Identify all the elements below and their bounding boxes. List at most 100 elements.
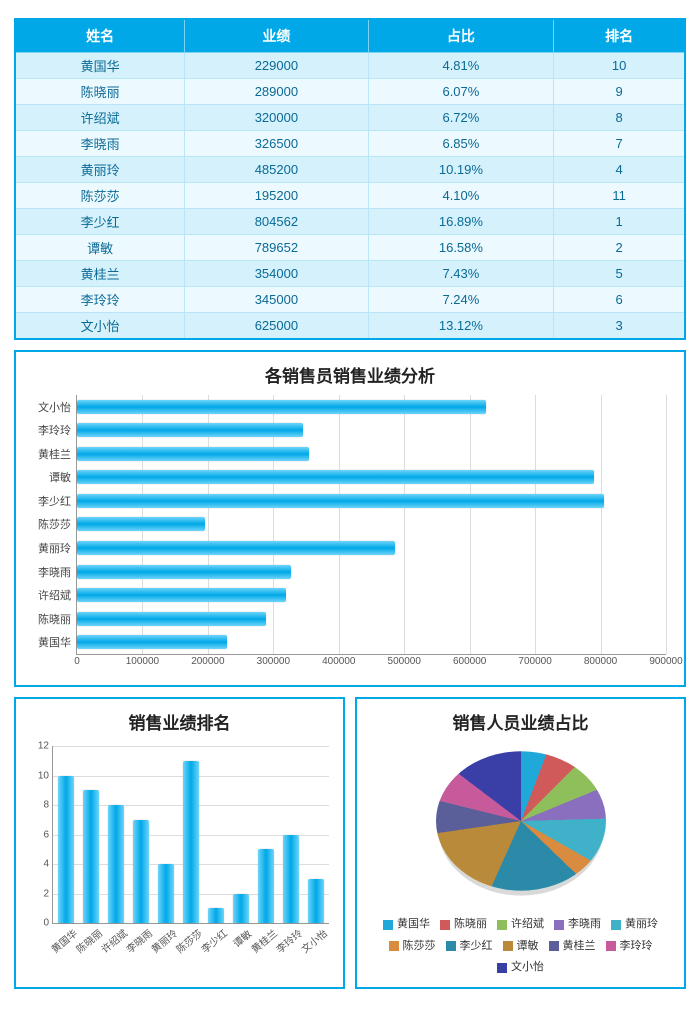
hbar-x-tick: 600000 [453, 654, 486, 667]
cell-pct: 6.07% [368, 79, 554, 105]
hbar-bar [77, 635, 227, 649]
pie-chart [436, 751, 606, 890]
cell-rank: 2 [554, 235, 685, 261]
vbar-bar [258, 849, 274, 923]
hbar-row: 陈莎莎 [77, 513, 666, 537]
hbar-x-tick: 0 [74, 654, 80, 667]
cell-rank: 7 [554, 131, 685, 157]
hbar-category-label: 李少红 [38, 493, 77, 509]
cell-name: 陈莎莎 [15, 183, 185, 209]
table-row: 李少红80456216.89%1 [15, 209, 685, 235]
cell-name: 许绍斌 [15, 105, 185, 131]
cell-pct: 6.72% [368, 105, 554, 131]
cell-rank: 8 [554, 105, 685, 131]
cell-pct: 10.19% [368, 157, 554, 183]
hbar-row: 黄国华 [77, 630, 666, 654]
table-row: 陈晓丽2890006.07%9 [15, 79, 685, 105]
cell-value: 485200 [185, 157, 368, 183]
table-row: 黄丽玲48520010.19%4 [15, 157, 685, 183]
legend-swatch [389, 941, 399, 951]
cell-rank: 1 [554, 209, 685, 235]
hbar-bar [77, 423, 303, 437]
pie-panel: 销售人员业绩占比 黄国华陈晓丽许绍斌李晓雨黄丽玲陈莎莎李少红谭敏黄桂兰李玲玲文小… [355, 697, 686, 989]
legend-swatch [440, 920, 450, 930]
pie-legend-item: 文小怡 [497, 959, 544, 977]
cell-name: 黄国华 [15, 53, 185, 79]
legend-swatch [497, 963, 507, 973]
table-row: 李玲玲3450007.24%6 [15, 287, 685, 313]
cell-pct: 16.89% [368, 209, 554, 235]
cell-value: 625000 [185, 313, 368, 340]
pie-legend-item: 李少红 [446, 938, 493, 956]
cell-rank: 5 [554, 261, 685, 287]
col-name: 姓名 [15, 19, 185, 53]
pie-legend-item: 陈晓丽 [440, 916, 487, 934]
hbar-x-tick: 700000 [518, 654, 551, 667]
cell-value: 789652 [185, 235, 368, 261]
legend-label: 许绍斌 [511, 916, 544, 934]
hbar-category-label: 文小怡 [38, 399, 77, 415]
hbar-category-label: 黄桂兰 [38, 446, 77, 462]
table-row: 李晓雨3265006.85%7 [15, 131, 685, 157]
cell-pct: 7.43% [368, 261, 554, 287]
hbar-row: 黄丽玲 [77, 536, 666, 560]
hbar-row: 许绍斌 [77, 583, 666, 607]
cell-pct: 7.24% [368, 287, 554, 313]
vbar-title: 销售业绩排名 [26, 709, 333, 734]
vbar-y-tick: 4 [43, 859, 53, 870]
vbar-bar [108, 805, 124, 923]
hbar-bar [77, 541, 395, 555]
hbar-bar [77, 494, 604, 508]
cell-pct: 4.81% [368, 53, 554, 79]
legend-label: 陈晓丽 [454, 916, 487, 934]
hbar-x-tick: 500000 [388, 654, 421, 667]
hbar-category-label: 许绍斌 [38, 587, 77, 603]
pie-legend-item: 黄国华 [383, 916, 430, 934]
vbar-bar [183, 761, 199, 923]
table-row: 黄桂兰3540007.43%5 [15, 261, 685, 287]
pie-legend-item: 李晓雨 [554, 916, 601, 934]
legend-label: 黄桂兰 [563, 938, 596, 956]
legend-swatch [606, 941, 616, 951]
vbar-y-tick: 0 [43, 918, 53, 929]
hbar-x-tick: 800000 [584, 654, 617, 667]
cell-value: 345000 [185, 287, 368, 313]
vbar-bar [208, 908, 224, 923]
hbar-x-tick: 900000 [649, 654, 682, 667]
cell-value: 354000 [185, 261, 368, 287]
table-row: 陈莎莎1952004.10%11 [15, 183, 685, 209]
legend-label: 李晓雨 [568, 916, 601, 934]
col-value: 业绩 [185, 19, 368, 53]
cell-name: 文小怡 [15, 313, 185, 340]
hbar-category-label: 李玲玲 [38, 422, 77, 438]
col-rank: 排名 [554, 19, 685, 53]
legend-label: 陈莎莎 [403, 938, 436, 956]
hbar-row: 李少红 [77, 489, 666, 513]
vbar-bar [158, 864, 174, 923]
hbar-bar [77, 400, 486, 414]
hbar-bar [77, 565, 291, 579]
legend-swatch [383, 920, 393, 930]
col-pct: 占比 [368, 19, 554, 53]
cell-name: 李晓雨 [15, 131, 185, 157]
pie-legend-item: 谭敏 [503, 938, 539, 956]
hbar-category-label: 陈莎莎 [38, 516, 77, 532]
cell-value: 320000 [185, 105, 368, 131]
vbar-bar [133, 820, 149, 923]
vbar-bar [308, 879, 324, 923]
table-row: 文小怡62500013.12%3 [15, 313, 685, 340]
hbar-category-label: 谭敏 [49, 469, 77, 485]
legend-swatch [549, 941, 559, 951]
pie-legend-item: 陈莎莎 [389, 938, 436, 956]
legend-swatch [497, 920, 507, 930]
vbar-y-tick: 10 [38, 770, 53, 781]
hbar-bar [77, 588, 286, 602]
hbar-row: 黄桂兰 [77, 442, 666, 466]
cell-name: 李少红 [15, 209, 185, 235]
vbar-y-tick: 8 [43, 800, 53, 811]
table-header-row: 姓名 业绩 占比 排名 [15, 19, 685, 53]
cell-name: 黄丽玲 [15, 157, 185, 183]
table-row: 谭敏78965216.58%2 [15, 235, 685, 261]
hbar-panel: 各销售员销售业绩分析 01000002000003000004000005000… [14, 350, 686, 687]
hbar-row: 谭敏 [77, 466, 666, 490]
